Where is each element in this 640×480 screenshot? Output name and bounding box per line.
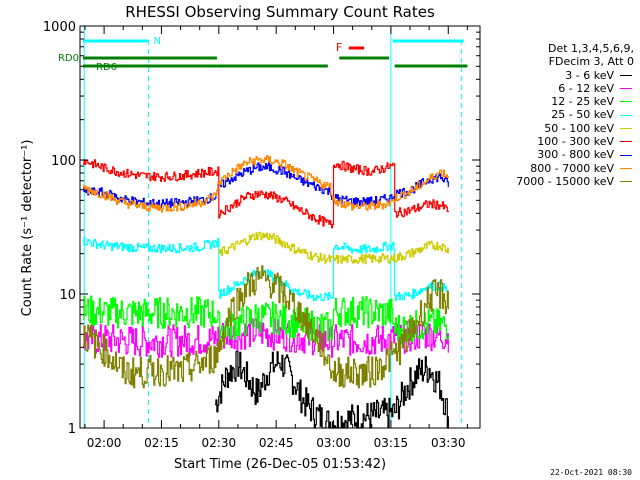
legend-label-2: 12 - 25 keV	[551, 95, 614, 109]
legend-item-7: 800 - 7000 keV	[482, 162, 634, 175]
x-tick-label-0: 02:00	[87, 436, 122, 450]
x-axis-label: Start Time (26-Dec-05 01:53:42)	[174, 457, 386, 472]
legend-swatch-1	[620, 88, 632, 90]
plot-frame	[79, 25, 481, 429]
x-tick-label-3: 02:45	[259, 436, 294, 450]
series-line-7	[83, 155, 449, 213]
axes: 02:00 02:15 02:30 02:45 03:00 03:15 03:30 1 10 10…	[43, 20, 480, 450]
x-tick-label-6: 03:30	[431, 436, 466, 450]
series-line-5	[83, 159, 449, 229]
legend-swatch-5	[620, 141, 632, 143]
legend-swatch-0	[620, 74, 632, 76]
flare-label: F	[336, 41, 342, 54]
y-axis-label: Count Rate (s⁻¹ detector⁻¹)	[20, 140, 35, 317]
y-tick-label-2: 100	[51, 154, 76, 169]
legend-item-8: 7000 - 15000 keV	[482, 175, 634, 188]
x-tick-label-4: 03:00	[316, 436, 351, 450]
legend-item-3: 25 - 50 keV	[482, 108, 634, 121]
series-line-4	[218, 231, 449, 265]
x-tick-label-5: 03:15	[374, 436, 409, 450]
legend: Det 1,3,4,5,6,9, FDecim 3, Att 0 3 - 6 k…	[482, 42, 634, 188]
legend-label-8: 7000 - 15000 keV	[516, 174, 614, 188]
legend-swatch-6	[620, 154, 632, 156]
legend-item-1: 6 - 12 keV	[482, 82, 634, 95]
night-label: N	[153, 36, 160, 47]
y-tick-label-0: 1	[68, 422, 76, 437]
legend-swatch-8	[620, 181, 632, 183]
legend-header-line-2: FDecim 3, Att 0	[548, 55, 634, 69]
series-line-8	[83, 265, 449, 389]
legend-header-line-1: Det 1,3,4,5,6,9,	[547, 42, 634, 55]
legend-swatch-3	[620, 114, 632, 116]
legend-label-5: 100 - 300 keV	[537, 135, 614, 149]
rd0-label: RD0	[58, 53, 79, 64]
plot-area	[79, 25, 481, 429]
legend-label-1: 6 - 12 keV	[558, 81, 614, 95]
y-tick-label-3: 1000	[43, 20, 76, 35]
series-layer	[83, 155, 449, 429]
legend-item-6: 300 - 800 keV	[482, 148, 634, 161]
legend-label-3: 25 - 50 keV	[551, 108, 614, 122]
annotations: N F RD0 RD6	[58, 26, 468, 428]
legend-label-0: 3 - 6 keV	[565, 68, 614, 82]
legend-label-7: 800 - 7000 keV	[530, 161, 614, 175]
legend-item-2: 12 - 25 keV	[482, 95, 634, 108]
legend-label-6: 300 - 800 keV	[537, 148, 614, 162]
legend-label-4: 50 - 100 keV	[544, 121, 614, 135]
series-line-0	[215, 349, 449, 429]
legend-swatch-4	[620, 127, 632, 129]
chart-title: RHESSI Observing Summary Count Rates	[125, 3, 435, 21]
legend-item-5: 100 - 300 keV	[482, 135, 634, 148]
x-tick-label-1: 02:15	[144, 436, 179, 450]
footer-timestamp: 22-Oct-2021 08:30	[550, 468, 632, 477]
legend-item-0: 3 - 6 keV	[482, 69, 634, 82]
legend-rows: 3 - 6 keV 6 - 12 keV 12 - 25 keV 25 - 50 ke…	[482, 69, 634, 189]
y-tick-label-1: 10	[59, 288, 76, 303]
series-line-3	[83, 236, 449, 302]
x-tick-label-2: 02:30	[202, 436, 237, 450]
legend-item-4: 50 - 100 keV	[482, 122, 634, 135]
series-line-2	[83, 295, 449, 345]
rd6-label: RD6	[96, 62, 117, 73]
legend-swatch-2	[620, 101, 632, 103]
legend-swatch-7	[620, 167, 632, 169]
